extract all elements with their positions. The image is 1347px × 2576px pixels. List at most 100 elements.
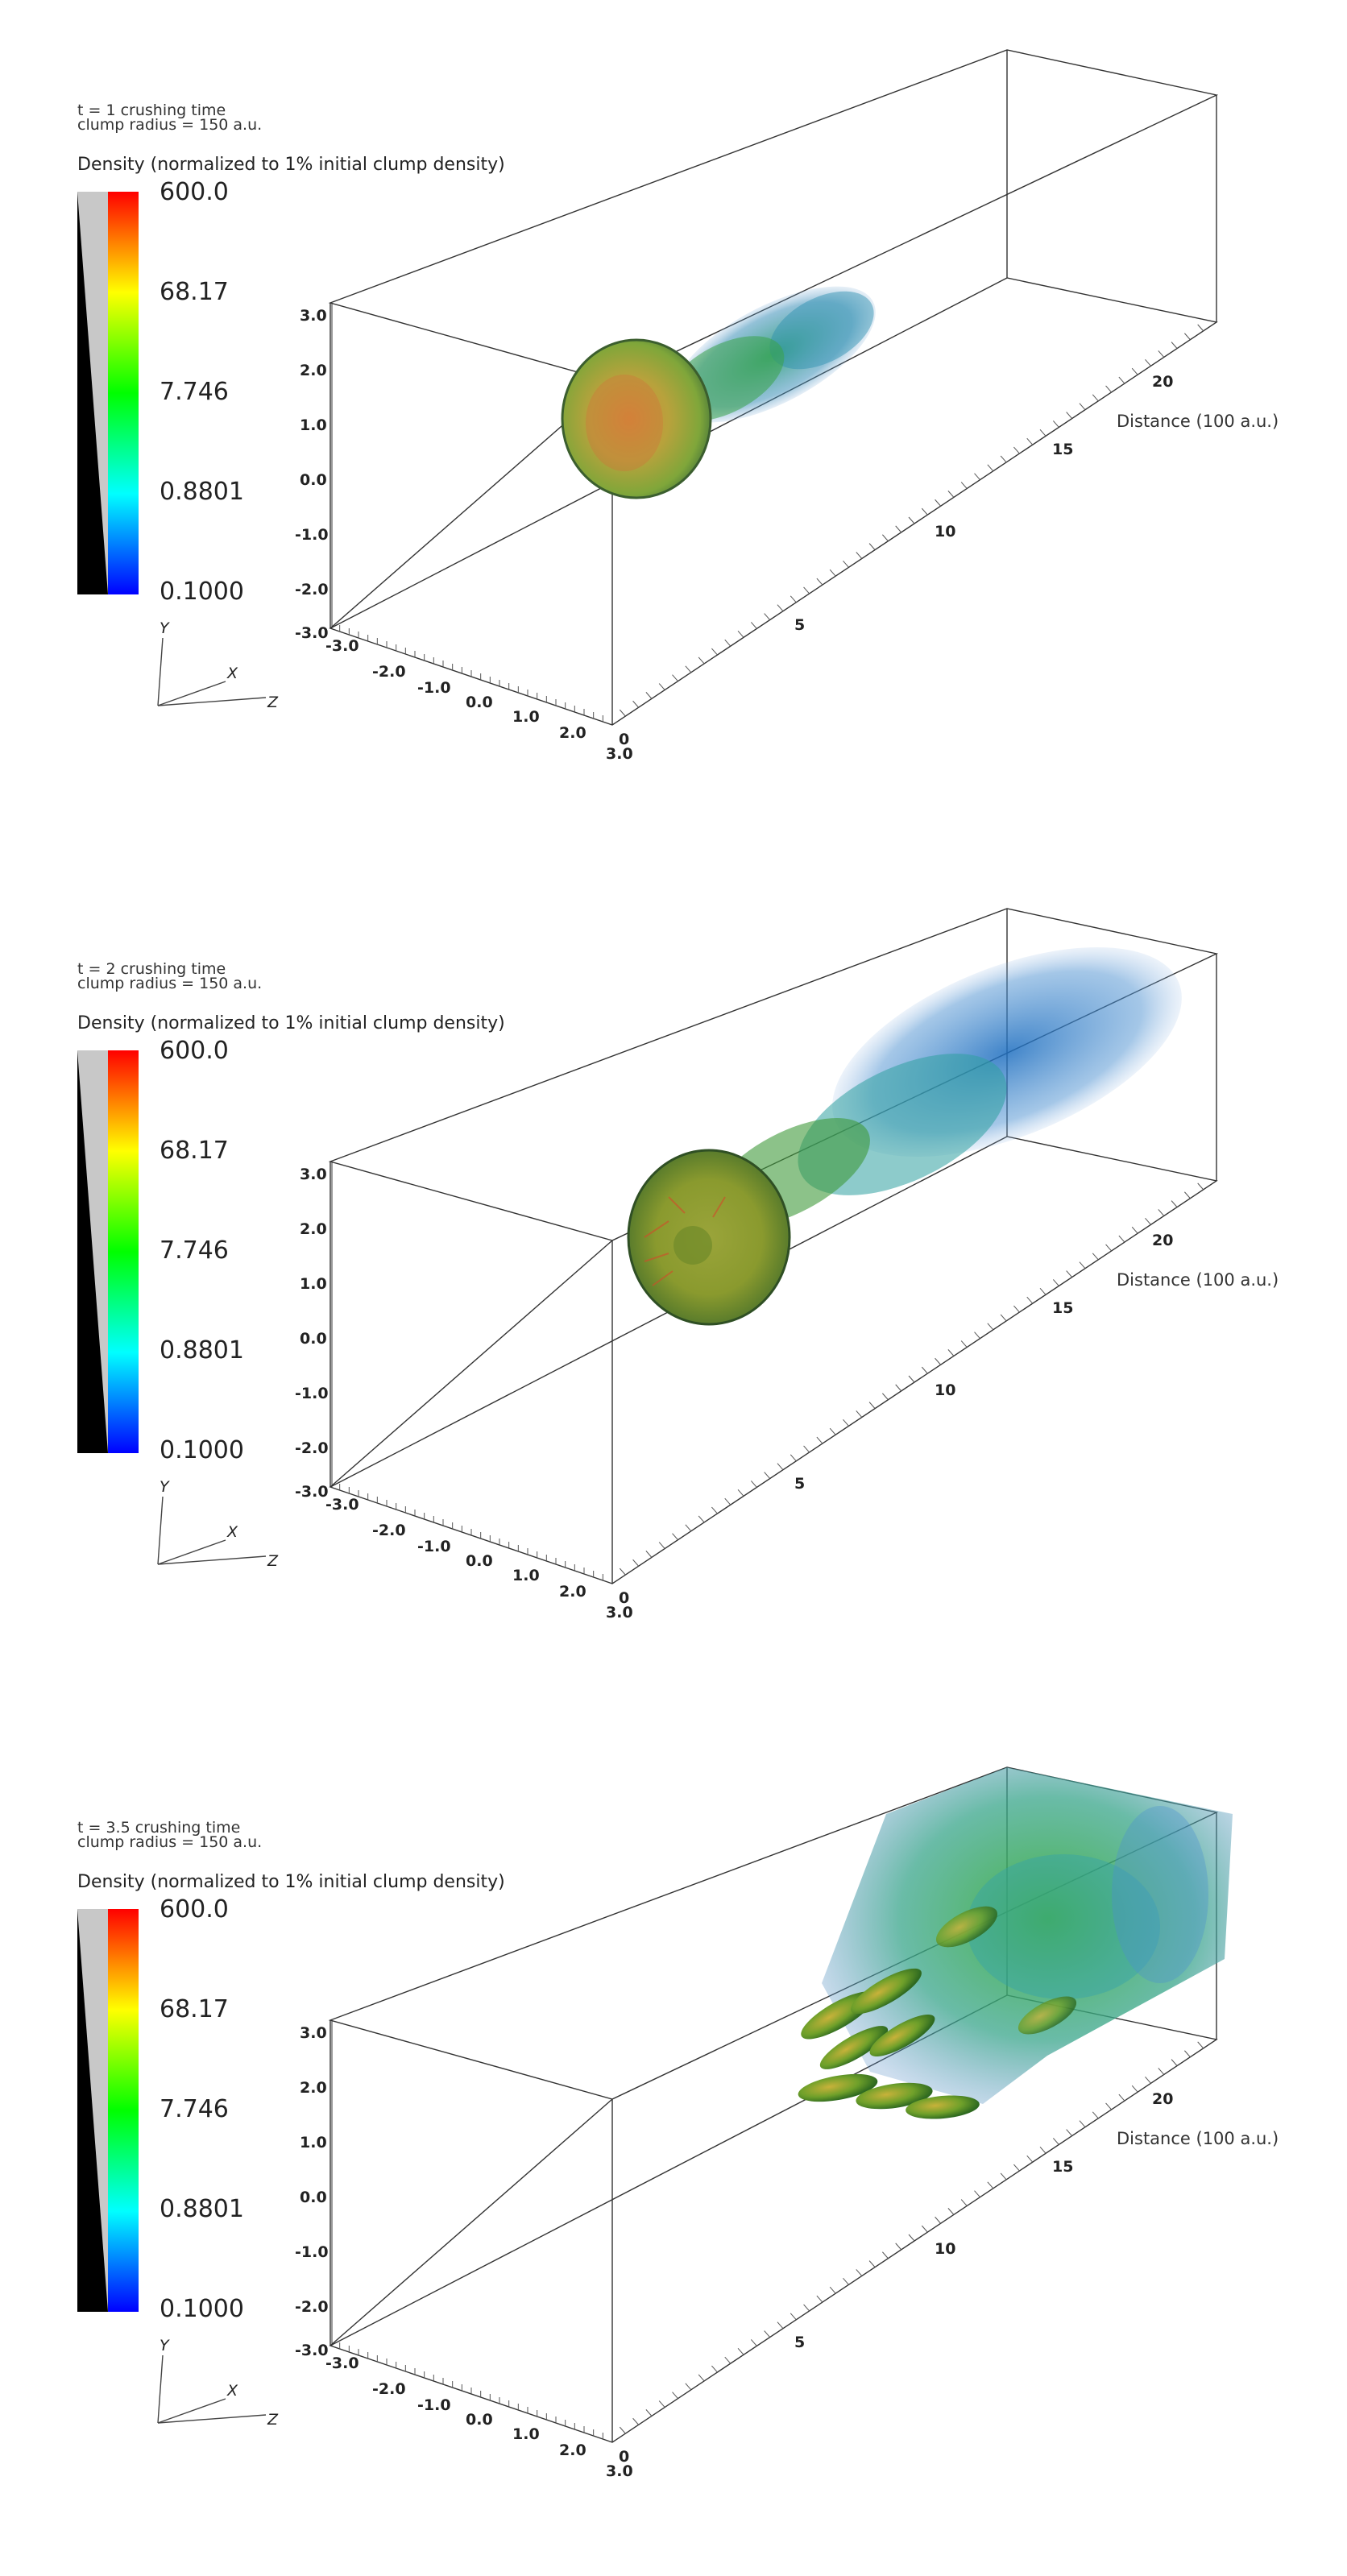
z-minor-tick: [974, 473, 980, 480]
colorbar-tick: 68.17: [160, 1137, 229, 1165]
z-minor-tick: [960, 2199, 968, 2206]
z-minor-tick: [685, 1524, 692, 1532]
z-minor-tick: [1105, 385, 1112, 393]
z-tick: 15: [1052, 2158, 1073, 2176]
z-tick: 0: [619, 2448, 629, 2466]
z-minor-tick: [843, 561, 849, 568]
z-axis-minor-ticks: [339, 1182, 1204, 1580]
triad-x-label: X: [226, 665, 238, 682]
y-tick: 2.0: [300, 2079, 327, 2097]
x-tick: 1.0: [512, 1567, 540, 1584]
z-minor-tick: [1197, 1182, 1204, 1191]
radius-label: clump radius = 150 a.u.: [77, 1833, 263, 1851]
z-minor-tick: [724, 2356, 732, 2364]
triad-y-label: Y: [160, 619, 170, 637]
z-minor-tick: [1118, 376, 1125, 384]
z-minor-tick: [908, 1375, 915, 1383]
x-tick: 0.0: [466, 694, 493, 711]
z-minor-tick: [1105, 2102, 1112, 2110]
z-minor-tick: [843, 2278, 849, 2285]
z-tick: 20: [1152, 1232, 1173, 1249]
y-tick: 1.0: [300, 2134, 327, 2151]
z-minor-tick: [698, 2374, 705, 2382]
z-minor-tick: [1145, 1218, 1151, 1225]
z-minor-tick: [1026, 1296, 1034, 1304]
triad-y-label: Y: [160, 1478, 170, 1496]
distance-axis-label: Distance (100 a.u.): [1117, 1270, 1279, 1290]
z-minor-tick: [856, 2269, 863, 2276]
z-minor-tick: [698, 1515, 705, 1523]
orientation-triad: [157, 637, 267, 706]
colorbar-title: Density (normalized to 1% initial clump …: [77, 155, 505, 175]
z-minor-tick: [882, 534, 889, 542]
z-minor-tick: [619, 2426, 626, 2434]
colorbar-tick: 0.8801: [160, 2195, 244, 2223]
density-volume: [627, 946, 1182, 1326]
y-tick: -1.0: [295, 526, 329, 544]
z-minor-tick: [856, 552, 863, 559]
z-minor-tick: [698, 656, 705, 665]
distance-axis-label: Distance (100 a.u.): [1117, 2129, 1279, 2148]
z-minor-tick: [816, 578, 823, 586]
x-tick: 3.0: [606, 2462, 633, 2480]
z-minor-tick: [816, 2295, 823, 2303]
panel-t1: 3.0 2.0 1.0 0.0 -1.0 -2.0 -3.0 -3.0 -2.0…: [0, 0, 1347, 859]
x-tick: -3.0: [325, 637, 359, 655]
x-tick: 2.0: [559, 724, 586, 742]
z-minor-tick: [1158, 1209, 1165, 1216]
z-tick: 5: [794, 616, 805, 634]
z-minor-tick: [1158, 350, 1165, 358]
z-minor-tick: [711, 2365, 718, 2373]
z-minor-tick: [645, 2409, 653, 2417]
z-minor-tick: [764, 1472, 771, 1479]
density-volume: [561, 286, 876, 499]
z-minor-tick: [711, 1506, 718, 1514]
z-minor-tick: [724, 1497, 732, 1505]
z-minor-tick: [960, 482, 968, 489]
y-tick: 0.0: [300, 1330, 327, 1348]
z-minor-tick: [1131, 1226, 1138, 1234]
z-minor-tick: [1105, 1244, 1112, 1252]
density-volume: [798, 1767, 1233, 2119]
z-minor-tick: [1184, 1191, 1191, 1199]
z-minor-tick: [882, 2251, 889, 2259]
z-minor-tick: [803, 2304, 810, 2312]
z-minor-tick: [947, 491, 955, 498]
x-axis: -3.0 -2.0 -1.0 0.0 1.0 2.0 3.0: [325, 637, 633, 763]
x-tick: 0.0: [466, 1552, 493, 1570]
z-minor-tick: [764, 613, 771, 620]
colorbar-tick: 0.8801: [160, 478, 244, 506]
z-minor-tick: [829, 569, 836, 577]
z-minor-tick: [947, 2208, 955, 2215]
z-minor-tick: [658, 2400, 665, 2408]
z-minor-tick: [632, 2417, 639, 2425]
z-minor-tick: [1158, 2068, 1165, 2075]
z-minor-tick: [935, 2216, 941, 2224]
z-minor-tick: [1052, 420, 1059, 428]
y-tick: 3.0: [300, 307, 327, 325]
z-minor-tick: [632, 1559, 639, 1567]
panel-t2: 3.0 2.0 1.0 0.0 -1.0 -2.0 -3.0 -3.0 -2.0…: [0, 859, 1347, 1717]
z-minor-tick: [1079, 403, 1086, 411]
x-tick: -2.0: [372, 663, 406, 681]
z-minor-tick: [619, 709, 626, 717]
z-axis: 0 5 10 15 20 Distance (100 a.u.): [619, 373, 1279, 748]
z-minor-tick: [1092, 2111, 1099, 2119]
triad-z-label: Z: [267, 2411, 279, 2429]
z-minor-tick: [803, 1445, 810, 1453]
z-minor-tick: [895, 1384, 902, 1392]
colorbar-tick: 0.8801: [160, 1336, 244, 1365]
z-minor-tick: [737, 1489, 744, 1497]
z-minor-tick: [658, 683, 665, 690]
z-minor-tick: [750, 2339, 757, 2346]
z-minor-tick: [1026, 2155, 1034, 2163]
z-tick: 0: [619, 1589, 629, 1607]
y-axis: 3.0 2.0 1.0 0.0 -1.0 -2.0 -3.0: [295, 2020, 333, 2359]
z-minor-tick: [895, 525, 902, 533]
volume-render-scene: 3.0 2.0 1.0 0.0 -1.0 -2.0 -3.0 -3.0 -2.0…: [157, 49, 1279, 763]
z-tick: 15: [1052, 441, 1073, 458]
z-minor-tick: [921, 507, 928, 516]
z-minor-tick: [1052, 2138, 1059, 2145]
z-tick: 20: [1152, 2090, 1173, 2108]
y-axis: 3.0 2.0 1.0 0.0 -1.0 -2.0 -3.0: [295, 303, 333, 642]
